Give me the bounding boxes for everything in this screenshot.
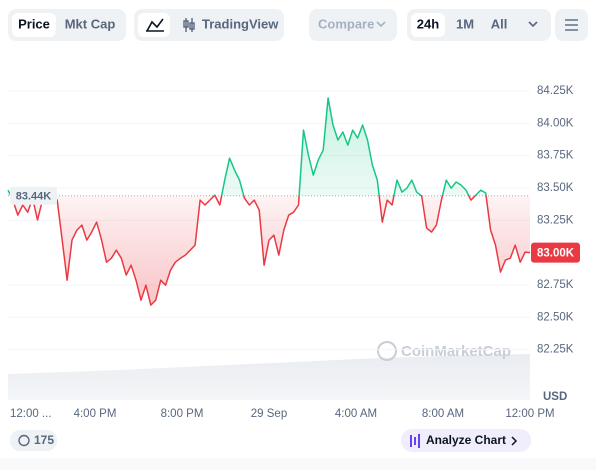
compare-label: Compare xyxy=(318,16,374,31)
watermark-logo xyxy=(377,341,397,361)
baseline-label: 83.44K xyxy=(16,191,52,203)
x-tick-label: 8:00 PM xyxy=(161,408,204,420)
current-price-label: 83.00K xyxy=(537,248,575,260)
x-tick-label: 12:00 ... xyxy=(10,408,52,420)
y-tick-label: 82.50K xyxy=(537,311,574,323)
range-chevron[interactable] xyxy=(528,21,538,28)
range-active[interactable] xyxy=(411,13,445,37)
line-icon xyxy=(146,18,164,32)
y-tick-label: 82.75K xyxy=(537,279,574,291)
tab-price[interactable]: Price xyxy=(18,16,50,31)
y-tick-label: 83.50K xyxy=(537,182,574,194)
count: 175 xyxy=(34,433,54,447)
x-tick-label: 8:00 AM xyxy=(422,408,464,420)
y-tick-label: 84.00K xyxy=(537,117,574,129)
clock-icon xyxy=(18,434,30,447)
area-fill xyxy=(8,98,530,306)
compare-button[interactable] xyxy=(309,9,397,41)
x-tick-label: 4:00 PM xyxy=(74,408,117,420)
analyze-chevron xyxy=(511,436,518,446)
range-1m[interactable]: 1M xyxy=(456,16,474,31)
analyze-label: Analyze Chart xyxy=(426,433,506,447)
y-tick-label: 84.25K xyxy=(537,85,574,97)
analyze-icon xyxy=(410,434,420,448)
settings-icon xyxy=(565,19,578,31)
x-tick-label: 12:00 PM xyxy=(505,408,554,420)
y-tick-label: 83.75K xyxy=(537,150,574,162)
x-tick-label: 4:00 AM xyxy=(335,408,377,420)
y-unit: USD xyxy=(543,391,567,403)
y-tick-label: 82.25K xyxy=(537,344,574,356)
tab-active[interactable] xyxy=(12,13,56,37)
tradingview-button[interactable]: TradingView xyxy=(202,16,279,31)
range-24h[interactable]: 24h xyxy=(417,16,439,31)
price-line xyxy=(7,97,531,306)
chevron xyxy=(376,21,386,28)
analyze-button[interactable] xyxy=(401,429,531,452)
x-tick-label: 29 Sep xyxy=(251,408,287,420)
baseline-badge xyxy=(10,186,57,205)
footer-strip xyxy=(0,458,596,470)
count-badge[interactable] xyxy=(10,430,57,451)
chart-type-group xyxy=(134,9,284,41)
watermark: CoinMarketCap xyxy=(401,343,511,360)
y-tick-label: 83.25K xyxy=(537,214,574,226)
current-price-badge xyxy=(531,242,580,263)
range-all[interactable]: All xyxy=(491,16,508,31)
volume-area xyxy=(8,354,530,400)
candles-icon xyxy=(183,18,195,32)
tab-mkt-cap[interactable]: Mkt Cap xyxy=(65,16,116,31)
